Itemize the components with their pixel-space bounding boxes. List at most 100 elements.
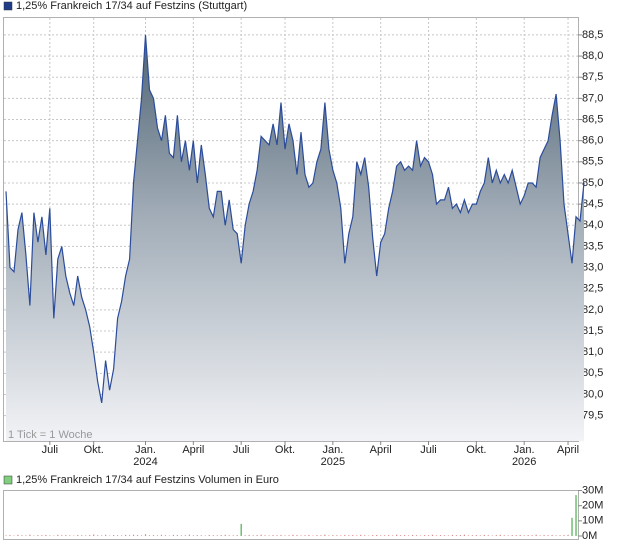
volume-bar — [25, 535, 27, 536]
volume-bar — [188, 534, 190, 536]
volume-bar — [105, 534, 107, 536]
volume-bar — [132, 534, 135, 536]
volume-bar — [156, 535, 159, 536]
price-line — [5, 34, 585, 404]
volume-bar — [360, 534, 362, 536]
y-tick-label: 88,0 — [582, 50, 603, 62]
volume-bar — [471, 535, 473, 536]
volume-bar — [324, 534, 326, 536]
y-tick-label: 81,0 — [582, 346, 603, 358]
y-tick-label: 83,0 — [582, 261, 603, 273]
y-tick-label: 85,5 — [582, 156, 603, 168]
y-tick-label: 80,0 — [582, 388, 603, 400]
volume-bar — [120, 535, 123, 536]
volume-bar — [192, 535, 194, 536]
volume-bar — [49, 535, 51, 536]
volume-bar — [184, 535, 186, 536]
volume-bar — [547, 535, 549, 536]
volume-bar — [531, 535, 533, 536]
volume-bar — [300, 535, 302, 536]
volume-bar — [224, 534, 226, 536]
y-tick-label: 79,5 — [582, 410, 603, 422]
y-tick-label: 83,5 — [582, 240, 603, 252]
x-tick-label: Okt. — [466, 444, 486, 456]
volume-frame — [3, 490, 579, 540]
volume-bar — [172, 534, 175, 536]
x-tick-label: Juli — [420, 444, 437, 456]
y-tick-label: 86,5 — [582, 113, 603, 125]
volume-bar — [17, 534, 19, 536]
volume-bar — [208, 534, 210, 536]
volume-bar — [455, 535, 458, 536]
legend-swatch — [3, 475, 13, 485]
x-tick-label: Okt. — [275, 444, 295, 456]
volume-bar — [252, 535, 254, 536]
volume-bar — [507, 535, 509, 536]
volume-bar — [376, 534, 378, 536]
volume-bar — [113, 535, 115, 536]
volume-bar — [495, 535, 497, 536]
volume-bar — [136, 535, 139, 536]
volume-bar — [523, 535, 525, 536]
x-tick-label: Okt. — [84, 444, 104, 456]
volume-bar — [567, 534, 569, 536]
volume-bar — [332, 535, 334, 536]
volume-bar — [140, 535, 143, 536]
area — [5, 34, 585, 442]
volume-bar — [388, 535, 390, 536]
y-tick-label: 82,5 — [582, 283, 603, 295]
volume-bar — [244, 535, 246, 536]
volume-bar — [248, 534, 250, 536]
volume-bar — [348, 535, 350, 536]
volume-bar — [144, 534, 147, 536]
y-tick-label: 20M — [582, 500, 603, 512]
y-tick-label: 80,5 — [582, 367, 603, 379]
volume-bar — [543, 535, 545, 536]
y-tick-label: 86,0 — [582, 135, 603, 147]
volume-bar — [443, 535, 446, 536]
legend-swatch — [3, 1, 13, 11]
volume-bar — [45, 534, 47, 536]
volume-bar — [411, 534, 414, 536]
volume-bar — [200, 535, 202, 536]
volume-bar — [236, 535, 238, 536]
volume-bar — [483, 534, 485, 536]
volume-bar — [539, 535, 541, 536]
volume-bar — [216, 535, 218, 536]
volume-bar — [180, 535, 182, 536]
y-tick-label: 88,5 — [582, 29, 603, 41]
volume-bar — [61, 535, 63, 536]
x-tick-label: April — [182, 444, 204, 456]
y-tick-label: 87,0 — [582, 92, 603, 104]
volume-bar — [296, 535, 298, 536]
volume-bar — [439, 535, 442, 536]
volume-bar — [527, 535, 529, 536]
volume-bar — [356, 535, 358, 536]
volume-bar — [37, 535, 39, 536]
volume-bar — [5, 535, 7, 536]
volume-bar — [571, 517, 573, 536]
volume-bar — [212, 535, 214, 536]
volume-bar — [101, 535, 103, 536]
volume-bar — [304, 535, 306, 536]
volume-bar — [89, 535, 91, 536]
volume-bar — [93, 534, 95, 536]
volume-bar — [563, 535, 565, 536]
volume-bar — [487, 535, 489, 536]
volume-bar — [459, 535, 462, 536]
volume-bar — [284, 535, 286, 536]
volume-bar — [551, 534, 553, 536]
legend-label: 1,25% Frankreich 17/34 auf Festzins (Stu… — [16, 0, 247, 12]
annotation: 1 Tick = 1 Woche — [8, 429, 92, 441]
volume-bar — [427, 535, 430, 536]
volume-bar — [288, 535, 290, 536]
volume-bar — [328, 535, 330, 536]
volume-bar — [128, 535, 131, 536]
y-tick-label: 0M — [582, 530, 597, 542]
x-tick-label: Jan. — [322, 444, 343, 456]
volume-bar — [431, 534, 434, 536]
volume-bar — [555, 535, 557, 536]
volume-bar — [97, 535, 99, 536]
volume-bar — [280, 534, 282, 536]
volume-bar — [451, 534, 454, 536]
